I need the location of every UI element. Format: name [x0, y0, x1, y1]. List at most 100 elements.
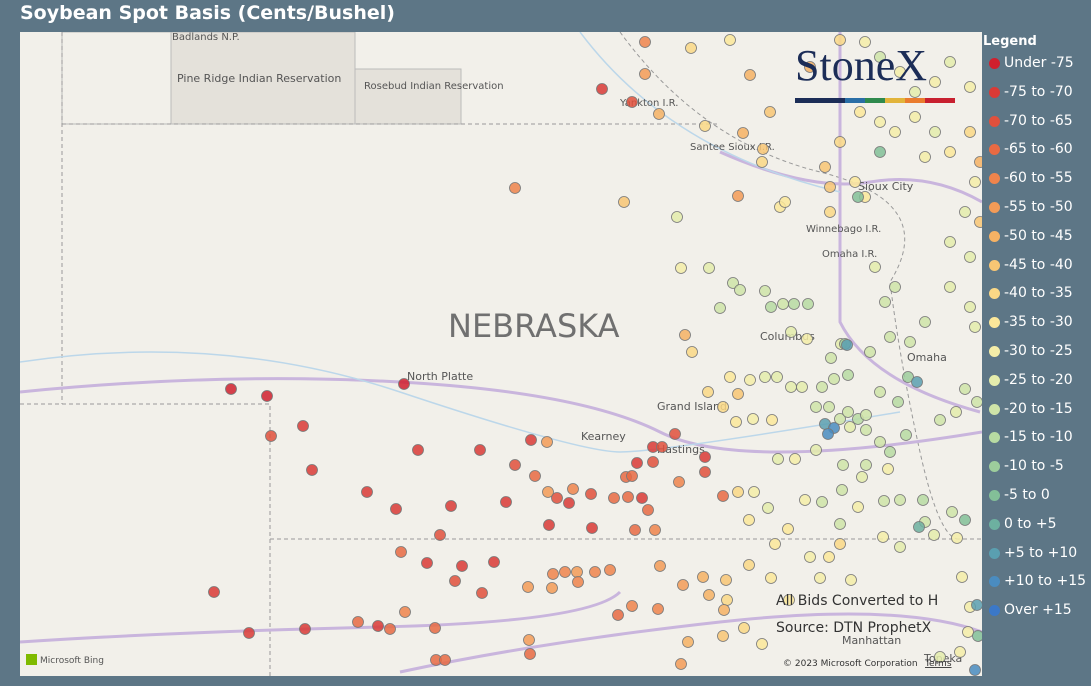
- bid-dot: [785, 326, 797, 338]
- map[interactable]: Badlands N.P. Pine Ridge Indian Reservati…: [20, 32, 982, 676]
- legend-item[interactable]: -50 to -45: [983, 228, 1091, 257]
- bid-dot: [783, 594, 795, 606]
- legend-item[interactable]: +10 to +15: [983, 573, 1091, 602]
- legend-item[interactable]: +5 to +10: [983, 545, 1091, 574]
- bid-dot: [759, 285, 771, 297]
- legend-item[interactable]: -55 to -50: [983, 199, 1091, 228]
- legend-swatch: [989, 86, 1000, 98]
- bid-dot: [944, 146, 956, 158]
- bid-dot: [834, 34, 846, 46]
- bid-dot: [878, 495, 890, 507]
- bid-dot: [608, 492, 620, 504]
- bid-dot: [796, 381, 808, 393]
- bid-dot: [653, 108, 665, 120]
- bid-dot: [894, 66, 906, 78]
- bid-dot: [904, 336, 916, 348]
- bid-dot: [834, 413, 846, 425]
- bid-dot: [951, 532, 963, 544]
- legend-label: -75 to -70: [1004, 83, 1073, 100]
- bid-dot: [636, 492, 648, 504]
- bid-dot: [361, 486, 373, 498]
- bid-dot: [686, 346, 698, 358]
- bid-dot: [772, 453, 784, 465]
- roads: [20, 32, 982, 674]
- legend-item[interactable]: -35 to -30: [983, 314, 1091, 343]
- legend-item[interactable]: -30 to -25: [983, 343, 1091, 372]
- legend-item[interactable]: 0 to +5: [983, 516, 1091, 545]
- bid-dot: [682, 636, 694, 648]
- bid-dot: [542, 486, 554, 498]
- legend-label: 0 to +5: [1004, 515, 1057, 532]
- legend-swatch: [989, 432, 1000, 444]
- bid-dot: [524, 648, 536, 660]
- bid-dot: [744, 374, 756, 386]
- bid-dot: [677, 579, 689, 591]
- bid-dot: [567, 483, 579, 495]
- bid-dot: [837, 459, 849, 471]
- note: All Bids Converted to H: [776, 593, 938, 609]
- legend-item[interactable]: -70 to -65: [983, 113, 1091, 142]
- bid-dot: [743, 514, 755, 526]
- bid-dot: [849, 176, 861, 188]
- bid-dot: [697, 571, 709, 583]
- bid-dot: [874, 436, 886, 448]
- bid-dot: [771, 371, 783, 383]
- bid-dot: [844, 421, 856, 433]
- bid-dot: [860, 409, 872, 421]
- bid-dot: [714, 302, 726, 314]
- place-label: Sioux City: [858, 180, 914, 193]
- bid-dot: [390, 503, 402, 515]
- bid-dot: [718, 604, 730, 616]
- legend-item[interactable]: -75 to -70: [983, 84, 1091, 113]
- bid-dot: [894, 541, 906, 553]
- title: Soybean Spot Basis (Cents/Bushel): [20, 2, 395, 24]
- bid-dot: [969, 321, 981, 333]
- bid-dot: [756, 156, 768, 168]
- bid-dot: [727, 277, 739, 289]
- place-label: Grand Island: [657, 400, 727, 413]
- legend-label: -20 to -15: [1004, 400, 1073, 417]
- bid-dots: [208, 34, 982, 676]
- bid-dot: [964, 251, 976, 263]
- legend-item[interactable]: -45 to -40: [983, 257, 1091, 286]
- legend-item[interactable]: Over +15: [983, 602, 1091, 631]
- bid-dot: [889, 126, 901, 138]
- legend-item[interactable]: -65 to -60: [983, 141, 1091, 170]
- bid-dot: [563, 497, 575, 509]
- bid-dot: [801, 333, 813, 345]
- bid-dot: [384, 623, 396, 635]
- legend-item[interactable]: -10 to -5: [983, 458, 1091, 487]
- bid-dot: [859, 36, 871, 48]
- bid-dot: [954, 646, 966, 658]
- borders: [20, 32, 982, 676]
- bid-dot: [679, 329, 691, 341]
- bid-dot: [717, 630, 729, 642]
- logo: StoneX: [795, 41, 927, 90]
- legend-label: -30 to -25: [1004, 342, 1073, 359]
- legend-label: -35 to -30: [1004, 314, 1073, 331]
- bid-dot: [869, 261, 881, 273]
- legend-item[interactable]: -15 to -10: [983, 429, 1091, 458]
- terms-link[interactable]: Terms: [924, 659, 952, 669]
- bid-dot: [946, 506, 958, 518]
- bid-dot: [571, 566, 583, 578]
- bid-dot: [828, 373, 840, 385]
- legend-item[interactable]: Under -75: [983, 55, 1091, 84]
- bid-dot: [654, 560, 666, 572]
- legend-item[interactable]: -40 to -35: [983, 285, 1091, 314]
- place-label: Manhattan: [842, 634, 901, 647]
- legend-item[interactable]: -60 to -55: [983, 170, 1091, 199]
- bid-dot: [969, 664, 981, 676]
- bid-dot: [671, 211, 683, 223]
- bid-dot: [738, 622, 750, 634]
- legend-item[interactable]: -25 to -20: [983, 372, 1091, 401]
- bid-dot: [944, 281, 956, 293]
- legend-swatch: [989, 345, 1000, 357]
- legend-item[interactable]: -5 to 0: [983, 487, 1091, 516]
- bid-dot: [877, 531, 889, 543]
- legend-item[interactable]: -20 to -15: [983, 401, 1091, 430]
- bid-dot: [737, 127, 749, 139]
- bid-dot: [626, 600, 638, 612]
- legend-label: -65 to -60: [1004, 141, 1073, 158]
- place-label: Kearney: [581, 430, 626, 443]
